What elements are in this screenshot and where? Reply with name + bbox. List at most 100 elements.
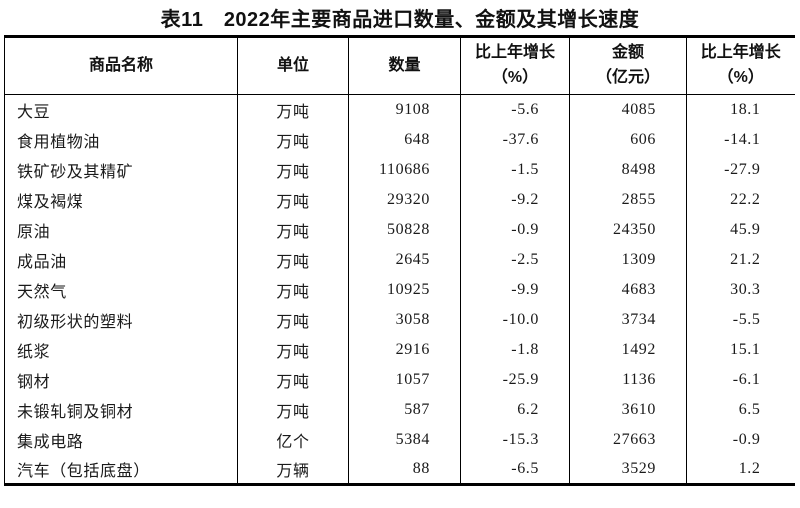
cell-quantity-growth: -0.9: [460, 214, 570, 245]
cell-quantity-growth: -5.6: [460, 94, 570, 125]
cell-amount: 27663: [569, 424, 687, 455]
cell-quantity: 2645: [348, 244, 461, 275]
cell-unit: 万吨: [237, 244, 349, 275]
cell-name: 铁矿砂及其精矿: [4, 154, 238, 185]
table-row: 初级形状的塑料 万吨 3058 -10.0 3734 -5.5: [4, 304, 795, 335]
table-body: 大豆 万吨 9108 -5.6 4085 18.1 食用植物油 万吨 648 -37.6 606 -1…: [4, 94, 795, 485]
table-row: 汽车（包括底盘） 万辆 88 -6.5 3529 1.2: [4, 454, 795, 485]
cell-name: 初级形状的塑料: [4, 304, 238, 335]
cell-unit: 万吨: [237, 334, 349, 365]
cell-name: 原油: [4, 214, 238, 245]
cell-quantity: 3058: [348, 304, 461, 335]
table-row: 大豆 万吨 9108 -5.6 4085 18.1: [4, 94, 795, 125]
header-label: 商品名称: [88, 56, 153, 74]
header-amount-growth: 比上年增长 （%）: [686, 36, 795, 95]
cell-amount-growth: 45.9: [730, 220, 761, 238]
cell-amount-growth: 22.2: [730, 190, 761, 208]
cell-amount: 1136: [569, 364, 687, 395]
cell-unit: 万吨: [237, 364, 349, 395]
cell-amount: 3529: [569, 454, 687, 485]
table-row: 成品油 万吨 2645 -2.5 1309 21.2: [4, 244, 795, 275]
cell-quantity-growth: -9.9: [460, 274, 570, 305]
table-row: 集成电路 亿个 5384 -15.3 27663 -0.9: [4, 424, 795, 455]
cell-quantity-growth: -10.0: [460, 304, 570, 335]
cell-amount-growth: 1.2: [738, 459, 761, 477]
cell-unit: 万吨: [237, 304, 349, 335]
cell-amount: 1492: [569, 334, 687, 365]
header-label: 比上年增长: [700, 44, 781, 62]
cell-name: 汽车（包括底盘）: [4, 454, 238, 485]
cell-quantity-growth: -9.2: [460, 184, 570, 215]
cell-amount: 24350: [569, 214, 687, 245]
cell-name: 纸浆: [4, 334, 238, 365]
cell-unit: 万辆: [237, 454, 349, 485]
cell-unit: 万吨: [237, 154, 349, 185]
cell-amount-growth: -27.9: [724, 160, 761, 178]
header-sublabel: （%）: [491, 69, 539, 86]
cell-unit: 万吨: [237, 394, 349, 425]
cell-amount: 4085: [569, 94, 687, 125]
cell-unit: 万吨: [237, 124, 349, 155]
header-sublabel: （%）: [717, 69, 764, 86]
cell-amount-growth: -14.1: [724, 130, 761, 148]
table-row: 食用植物油 万吨 648 -37.6 606 -14.1: [4, 124, 795, 155]
cell-name: 成品油: [4, 244, 238, 275]
cell-name: 天然气: [4, 274, 238, 305]
table-row: 纸浆 万吨 2916 -1.8 1492 15.1: [4, 334, 795, 365]
cell-amount: 2855: [569, 184, 687, 215]
table-row: 钢材 万吨 1057 -25.9 1136 -6.1: [4, 364, 795, 395]
cell-unit: 万吨: [237, 274, 349, 305]
cell-amount: 4683: [569, 274, 687, 305]
cell-unit: 亿个: [237, 424, 349, 455]
cell-quantity-growth: 6.2: [460, 394, 570, 425]
header-amount: 金额 （亿元）: [569, 36, 687, 95]
cell-name: 未锻轧铜及铜材: [4, 394, 238, 425]
cell-quantity: 2916: [348, 334, 461, 365]
cell-name: 煤及褐煤: [4, 184, 238, 215]
cell-amount-growth: -0.9: [732, 430, 761, 448]
table-header: 商品名称 单位 数量 比上年增长 （%） 金额 （亿元） 比上年增长: [4, 36, 795, 95]
table-row: 铁矿砂及其精矿 万吨 110686 -1.5 8498 -27.9: [4, 154, 795, 185]
header-label: 金额: [611, 44, 644, 62]
cell-name: 钢材: [4, 364, 238, 395]
cell-unit: 万吨: [237, 94, 349, 125]
header-row: 商品名称 单位 数量 比上年增长 （%） 金额 （亿元） 比上年增长: [4, 36, 795, 95]
cell-quantity-growth: -1.8: [460, 334, 570, 365]
cell-name: 大豆: [4, 94, 238, 125]
cell-amount: 8498: [569, 154, 687, 185]
cell-quantity-growth: -25.9: [460, 364, 570, 395]
cell-quantity-growth: -2.5: [460, 244, 570, 275]
cell-quantity: 587: [348, 394, 461, 425]
cell-unit: 万吨: [237, 214, 349, 245]
cell-quantity-growth: -6.5: [460, 454, 570, 485]
table-row: 天然气 万吨 10925 -9.9 4683 30.3: [4, 274, 795, 305]
cell-amount-growth: 6.5: [738, 400, 761, 418]
header-label: 单位: [276, 56, 309, 74]
cell-quantity: 88: [348, 454, 461, 485]
cell-name: 集成电路: [4, 424, 238, 455]
cell-amount-growth: 15.1: [730, 340, 761, 358]
cell-quantity: 5384: [348, 424, 461, 455]
header-label: 数量: [388, 56, 421, 74]
cell-amount-growth: 21.2: [730, 250, 761, 268]
cell-amount: 3610: [569, 394, 687, 425]
cell-quantity: 10925: [348, 274, 461, 305]
header-quantity-growth: 比上年增长 （%）: [460, 36, 570, 95]
cell-quantity: 1057: [348, 364, 461, 395]
cell-amount-growth: -6.1: [732, 370, 761, 388]
cell-amount: 3734: [569, 304, 687, 335]
table-row: 煤及褐煤 万吨 29320 -9.2 2855 22.2: [4, 184, 795, 215]
cell-amount: 606: [569, 124, 687, 155]
table-row: 原油 万吨 50828 -0.9 24350 45.9: [4, 214, 795, 245]
cell-quantity: 29320: [348, 184, 461, 215]
cell-quantity-growth: -37.6: [460, 124, 570, 155]
table-title: 表11 2022年主要商品进口数量、金额及其增长速度: [160, 9, 640, 31]
cell-amount-growth: 18.1: [730, 100, 761, 118]
cell-quantity: 50828: [348, 214, 461, 245]
header-commodity-name: 商品名称: [4, 36, 238, 95]
header-sublabel: （亿元）: [595, 69, 660, 86]
header-unit: 单位: [237, 36, 349, 95]
cell-quantity: 9108: [348, 94, 461, 125]
table-row: 未锻轧铜及铜材 万吨 587 6.2 3610 6.5: [4, 394, 795, 425]
imports-table: 商品名称 单位 数量 比上年增长 （%） 金额 （亿元） 比上年增长: [4, 35, 795, 486]
